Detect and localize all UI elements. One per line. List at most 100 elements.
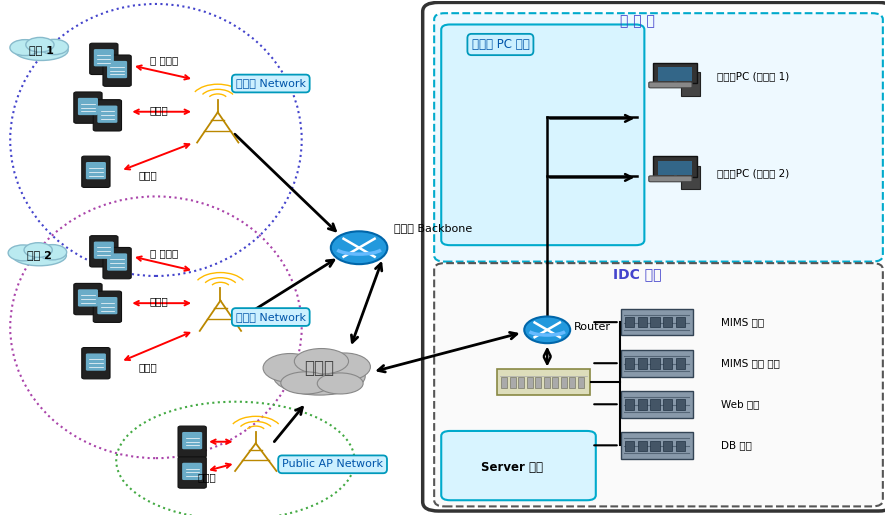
FancyBboxPatch shape <box>74 92 102 123</box>
Text: 관리자PC (상황실 1): 관리자PC (상황실 1) <box>717 71 789 81</box>
FancyBboxPatch shape <box>680 166 701 189</box>
FancyBboxPatch shape <box>86 353 106 370</box>
Text: 현장 2: 현장 2 <box>27 250 51 261</box>
FancyBboxPatch shape <box>103 55 131 86</box>
Text: Server 그룹: Server 그룹 <box>481 461 543 474</box>
Ellipse shape <box>318 353 370 381</box>
FancyBboxPatch shape <box>82 348 110 379</box>
Text: 관리자 PC 그룹: 관리자 PC 그룹 <box>471 38 529 51</box>
Text: 이통사 Network: 이통사 Network <box>236 78 306 89</box>
Text: Web 서버: Web 서버 <box>721 399 759 409</box>
Bar <box>518 377 525 388</box>
FancyBboxPatch shape <box>649 82 692 88</box>
Bar <box>638 359 647 368</box>
FancyBboxPatch shape <box>680 72 701 95</box>
Text: IDC 센터: IDC 센터 <box>613 267 662 281</box>
Ellipse shape <box>12 245 66 266</box>
Bar <box>675 317 685 328</box>
Bar <box>544 377 549 388</box>
Ellipse shape <box>26 38 54 52</box>
FancyBboxPatch shape <box>620 432 693 459</box>
Bar <box>625 359 634 368</box>
Bar <box>638 441 647 450</box>
Circle shape <box>330 231 387 264</box>
Text: 인터넷: 인터넷 <box>305 359 334 377</box>
Ellipse shape <box>24 243 52 257</box>
FancyBboxPatch shape <box>423 3 886 511</box>
FancyBboxPatch shape <box>107 253 127 271</box>
FancyBboxPatch shape <box>97 297 118 314</box>
FancyBboxPatch shape <box>74 283 102 315</box>
FancyBboxPatch shape <box>86 162 106 179</box>
Ellipse shape <box>14 40 68 60</box>
FancyBboxPatch shape <box>93 291 121 322</box>
FancyBboxPatch shape <box>653 156 697 176</box>
Text: 이통사 Network: 이통사 Network <box>236 312 306 322</box>
Text: 이통사 Backbone: 이통사 Backbone <box>394 223 472 233</box>
FancyBboxPatch shape <box>94 49 114 67</box>
FancyBboxPatch shape <box>107 61 127 78</box>
FancyBboxPatch shape <box>620 350 693 377</box>
Text: 관리자: 관리자 <box>198 473 216 482</box>
FancyBboxPatch shape <box>178 426 206 457</box>
FancyBboxPatch shape <box>103 248 131 279</box>
Text: 작업자: 작업자 <box>138 170 157 180</box>
Bar <box>675 359 685 368</box>
FancyBboxPatch shape <box>434 263 882 506</box>
Ellipse shape <box>8 245 38 261</box>
Bar <box>650 441 660 450</box>
Text: DB 서버: DB 서버 <box>721 440 752 450</box>
Text: 관리자PC (상황실 2): 관리자PC (상황실 2) <box>717 168 789 179</box>
Bar <box>663 399 672 410</box>
Bar <box>638 317 647 328</box>
Text: 통 게이트: 통 게이트 <box>150 55 178 66</box>
Bar <box>552 377 558 388</box>
FancyBboxPatch shape <box>620 309 693 335</box>
Bar <box>625 441 634 450</box>
Text: 상 황 실: 상 황 실 <box>620 14 655 28</box>
FancyBboxPatch shape <box>441 24 644 245</box>
Ellipse shape <box>263 353 317 382</box>
Bar <box>663 441 672 450</box>
Text: 순찰차: 순찰차 <box>150 105 168 115</box>
FancyBboxPatch shape <box>94 241 114 259</box>
Bar <box>501 377 507 388</box>
Bar <box>509 377 516 388</box>
FancyBboxPatch shape <box>183 432 202 449</box>
FancyBboxPatch shape <box>97 106 118 123</box>
Text: MIMS 백업 서버: MIMS 백업 서버 <box>721 358 780 368</box>
FancyBboxPatch shape <box>78 289 98 307</box>
FancyBboxPatch shape <box>497 369 590 395</box>
Ellipse shape <box>40 39 68 55</box>
Ellipse shape <box>281 372 330 394</box>
FancyBboxPatch shape <box>657 67 692 80</box>
FancyBboxPatch shape <box>649 176 692 182</box>
FancyBboxPatch shape <box>178 457 206 488</box>
FancyBboxPatch shape <box>78 98 98 115</box>
Bar <box>625 399 634 410</box>
FancyBboxPatch shape <box>183 463 202 480</box>
FancyBboxPatch shape <box>657 161 692 174</box>
Bar <box>578 377 584 388</box>
FancyBboxPatch shape <box>93 100 121 131</box>
Bar <box>650 317 660 328</box>
FancyBboxPatch shape <box>653 62 697 83</box>
FancyBboxPatch shape <box>434 13 882 262</box>
Ellipse shape <box>317 373 363 394</box>
Bar <box>675 399 685 410</box>
Text: MIMS 서버: MIMS 서버 <box>721 317 765 327</box>
FancyBboxPatch shape <box>82 156 110 187</box>
FancyBboxPatch shape <box>89 43 118 74</box>
Ellipse shape <box>274 358 365 395</box>
Ellipse shape <box>10 40 40 56</box>
Bar <box>663 317 672 328</box>
Text: 순찰차: 순찰차 <box>150 297 168 307</box>
Bar <box>663 359 672 368</box>
Bar <box>570 377 575 388</box>
FancyBboxPatch shape <box>441 431 595 500</box>
Bar <box>535 377 541 388</box>
Bar <box>561 377 567 388</box>
Bar <box>675 441 685 450</box>
Text: 현장 1: 현장 1 <box>28 45 53 55</box>
Text: Public AP Network: Public AP Network <box>282 459 383 470</box>
